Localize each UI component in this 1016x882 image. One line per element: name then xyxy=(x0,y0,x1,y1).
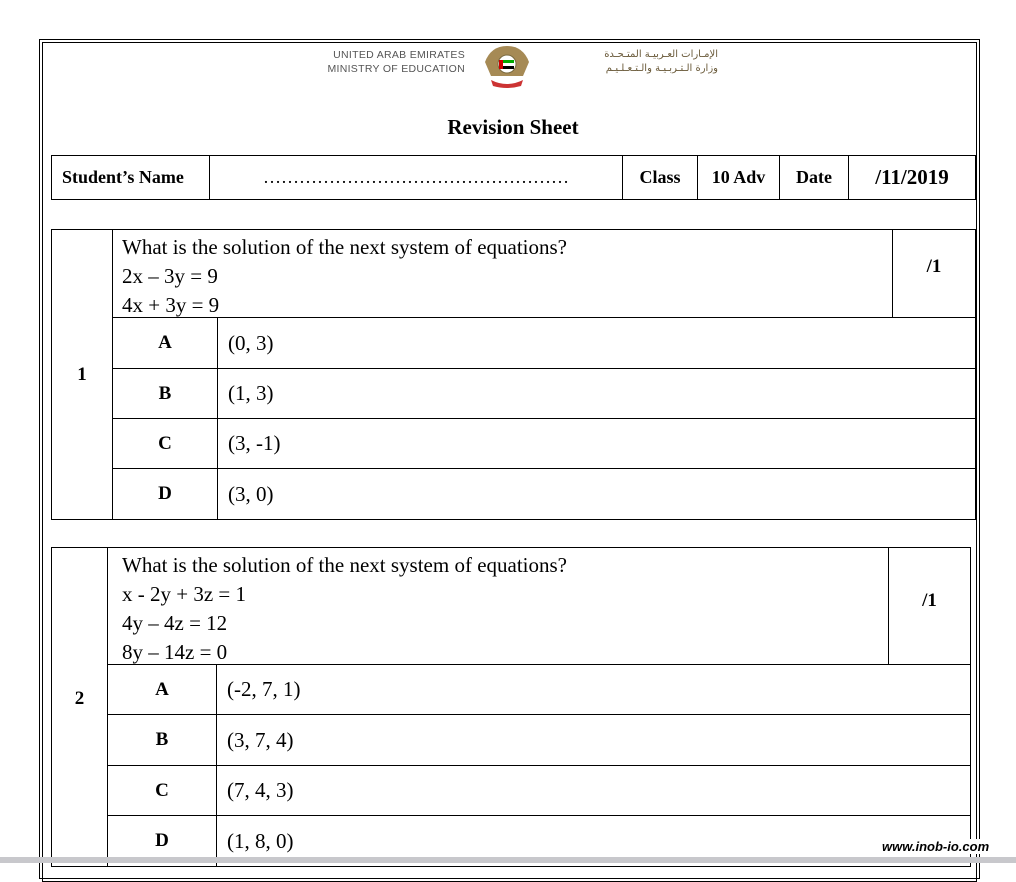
option-letter[interactable]: C xyxy=(107,765,217,816)
viewer-bottom-edge xyxy=(0,857,1016,863)
equation: 2x – 3y = 9 xyxy=(122,264,218,288)
option-letter[interactable]: B xyxy=(107,714,217,766)
student-name-label: Student’s Name xyxy=(51,155,210,200)
page-title: Revision Sheet xyxy=(447,115,579,139)
date-label: Date xyxy=(779,155,849,200)
equation: 4y – 4z = 12 xyxy=(122,611,228,635)
question-text: What is the solution of the next system … xyxy=(107,547,889,665)
option-letter[interactable]: A xyxy=(107,664,217,715)
question-number: 1 xyxy=(51,229,113,520)
option-letter[interactable]: C xyxy=(112,418,218,469)
option-letter[interactable]: D xyxy=(112,468,218,520)
org-line-2: MINISTRY OF EDUCATION xyxy=(327,63,465,75)
org-ar-line-1: الإمـارات العـربيـة المتـحـدة xyxy=(604,49,718,60)
date-value: /11/2019 xyxy=(848,155,976,200)
option-value[interactable]: (1, 3) xyxy=(217,368,976,419)
option-value[interactable]: (-2, 7, 1) xyxy=(216,664,971,715)
question-prompt: What is the solution of the next system … xyxy=(122,235,567,259)
equation: x - 2y + 3z = 1 xyxy=(122,582,247,606)
equation: 4x + 3y = 9 xyxy=(122,293,220,317)
ministry-name-ar: الإمـارات العـربيـة المتـحـدة وزارة الـت… xyxy=(548,48,718,76)
class-value: 10 Adv xyxy=(697,155,780,200)
question-text: What is the solution of the next system … xyxy=(112,229,893,318)
equation: 8y – 14z = 0 xyxy=(122,640,228,664)
org-line-1: UNITED ARAB EMIRATES xyxy=(333,49,465,61)
option-letter[interactable]: A xyxy=(112,317,218,369)
option-value[interactable]: (0, 3) xyxy=(217,317,976,369)
question-prompt: What is the solution of the next system … xyxy=(122,553,567,577)
question-number: 2 xyxy=(51,547,108,867)
question-score: /1 xyxy=(892,229,976,318)
option-letter[interactable]: B xyxy=(112,368,218,419)
watermark: www.inob-io.com xyxy=(880,839,992,854)
uae-emblem-logo xyxy=(477,42,537,90)
ministry-name-en: UNITED ARAB EMIRATES MINISTRY OF EDUCATI… xyxy=(290,48,465,76)
org-ar-line-2: وزارة الـتـربـيـة والـتـعـلـيـم xyxy=(605,63,718,74)
class-label: Class xyxy=(622,155,698,200)
option-value[interactable]: (7, 4, 3) xyxy=(216,765,971,816)
student-name-field[interactable]: …………………………………………… xyxy=(209,155,623,200)
option-value[interactable]: (3, 7, 4) xyxy=(216,714,971,766)
option-value[interactable]: (3, 0) xyxy=(217,468,976,520)
option-value[interactable]: (3, -1) xyxy=(217,418,976,469)
question-score: /1 xyxy=(888,547,971,665)
